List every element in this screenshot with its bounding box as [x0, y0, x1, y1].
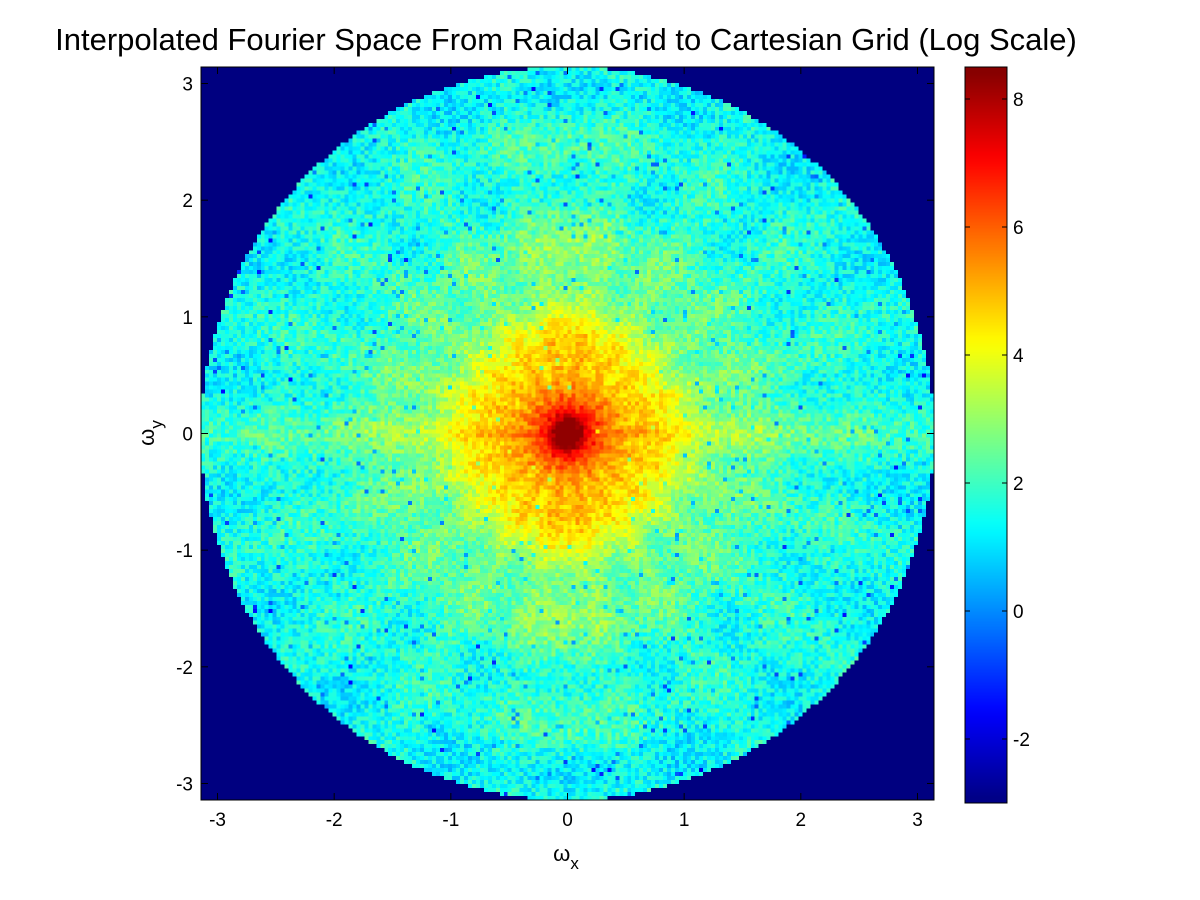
x-axis-label-subscript: x	[570, 854, 579, 873]
colorbar-tick-label: 8	[1013, 90, 1024, 111]
y-tick-label: 0	[182, 425, 193, 446]
y-tick-label: -1	[176, 541, 193, 562]
x-tick-label: 0	[562, 810, 573, 831]
colorbar-frame	[964, 66, 1008, 804]
y-tick-label: 1	[182, 308, 193, 329]
colorbar: -2 0 2 4 6 8	[964, 66, 1030, 804]
x-tick-label: 2	[796, 810, 807, 831]
x-tick-label: -2	[326, 810, 343, 831]
x-axis-ticks: -3 -2 -1 0 1 2 3	[209, 67, 923, 831]
colorbar-tick-label: -2	[1013, 730, 1030, 751]
colorbar-gradient	[965, 67, 1007, 803]
colorbar-tick-label: 2	[1013, 474, 1024, 495]
heatmap-image	[201, 67, 934, 800]
y-axis-label: ωy	[134, 420, 166, 446]
x-axis-label: ωx	[553, 841, 579, 873]
colorbar-tick-label: 4	[1013, 346, 1024, 367]
y-axis-label-symbol: ω	[134, 429, 159, 446]
y-tick-label: 3	[182, 75, 193, 96]
x-tick-label: 1	[679, 810, 690, 831]
x-tick-label: -3	[209, 810, 226, 831]
x-tick-label: 3	[912, 810, 923, 831]
y-tick-label: 2	[182, 191, 193, 212]
x-axis-label-symbol: ω	[553, 841, 570, 866]
colorbar-ticks: -2 0 2 4 6 8	[965, 90, 1030, 751]
y-axis-label-subscript: y	[147, 420, 166, 429]
colorbar-tick-label: 0	[1013, 602, 1024, 623]
y-axis-ticks: -3 -2 -1 0 1 2 3	[176, 75, 934, 795]
colorbar-tick-label: 6	[1013, 218, 1024, 239]
y-tick-label: -2	[176, 658, 193, 679]
x-tick-label: -1	[442, 810, 459, 831]
chart-title: Interpolated Fourier Space From Raidal G…	[55, 22, 1077, 57]
y-tick-label: -3	[176, 774, 193, 795]
plot-area	[200, 66, 935, 801]
